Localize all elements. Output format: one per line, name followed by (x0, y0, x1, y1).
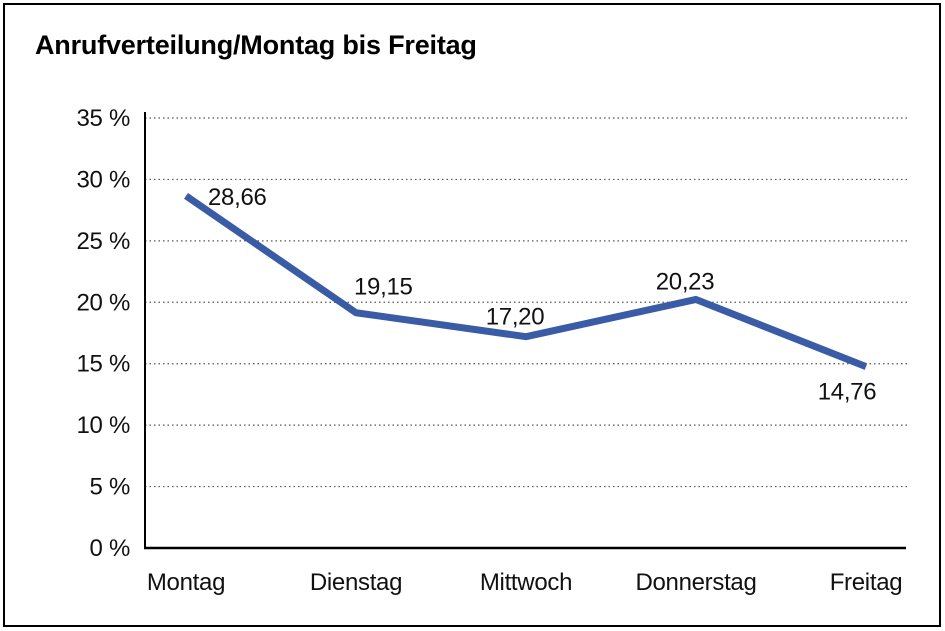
y-tick-label: 5 % (90, 474, 130, 501)
y-tick-label: 15 % (76, 351, 130, 378)
chart-title: Anrufverteilung/Montag bis Freitag (35, 30, 477, 60)
y-tick-label: 35 % (76, 105, 130, 132)
data-point-label: 14,76 (818, 379, 877, 406)
chart-frame (3, 3, 941, 627)
x-category-label: Mittwoch (480, 569, 572, 596)
y-tick-label: 20 % (76, 289, 130, 316)
data-point-label: 17,20 (486, 304, 545, 331)
x-category-label: Dienstag (310, 569, 402, 596)
y-tick-label: 25 % (76, 228, 130, 255)
data-point-label: 20,23 (656, 268, 715, 295)
x-category-label: Montag (147, 569, 225, 596)
y-tick-label: 30 % (76, 166, 130, 193)
data-point-label: 19,15 (354, 274, 413, 301)
x-category-label: Donnerstag (635, 569, 756, 596)
x-category-label: Freitag (830, 569, 903, 596)
data-line (184, 193, 868, 370)
y-tick-label: 10 % (76, 412, 130, 439)
y-tick-label: 0 % (90, 535, 130, 562)
data-point-label: 28,66 (208, 184, 267, 211)
